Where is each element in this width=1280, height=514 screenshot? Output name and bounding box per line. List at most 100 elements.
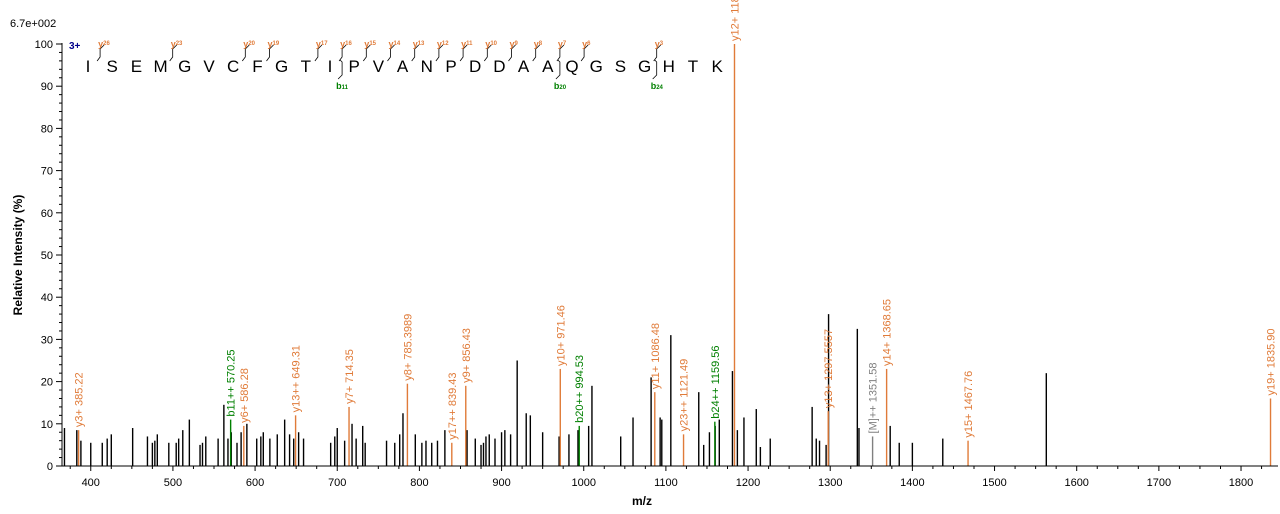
sequence-residue: F [252, 57, 262, 76]
y-fragment-label: y9 [510, 39, 519, 49]
y-fragment-marker [338, 44, 347, 62]
y-fragment-marker [435, 44, 444, 62]
x-tick-label: 500 [164, 477, 182, 489]
x-tick-label: 1700 [1147, 477, 1171, 489]
peak-annotation: y10+ 971.46 [555, 305, 567, 366]
x-tick-label: 900 [492, 477, 510, 489]
y-fragment-label: y16 [340, 39, 352, 49]
peak-annotation: b24++ 1159.56 [710, 345, 722, 418]
y-fragment-label: y3 [655, 39, 664, 49]
y-fragment-label: y10 [485, 39, 497, 49]
x-tick-label: 700 [328, 477, 346, 489]
x-tick-label: 1200 [736, 477, 760, 489]
b-fragment-marker [337, 59, 343, 80]
peak-annotation: [M]++ 1351.58 [868, 363, 880, 434]
peak-annotation: y8+ 785.3989 [402, 314, 414, 381]
peak-bars [63, 44, 1272, 466]
sequence-residue: P [445, 57, 456, 76]
x-tick-label: 1400 [900, 477, 924, 489]
x-tick-label: 1300 [818, 477, 842, 489]
peak-annotation: y17++ 839.43 [447, 372, 459, 439]
x-tick-label: 1500 [982, 477, 1006, 489]
y-tick-label: 20 [41, 377, 53, 389]
y-tick-label: 90 [41, 81, 53, 93]
peak-annotation: b11++ 570.25 [226, 349, 238, 416]
sequence-residue: I [86, 57, 91, 76]
sequence-residue: S [615, 57, 626, 76]
sequence-residue: A [542, 57, 554, 76]
peak-annotation: y14+ 1368.65 [882, 299, 894, 366]
y-fragment-label: y8 [534, 39, 543, 49]
sequence-residue: D [469, 57, 481, 76]
peak-annotation: y6+ 586.28 [239, 368, 251, 423]
y-tick-label: 40 [41, 292, 53, 304]
y-fragment-marker [387, 44, 395, 62]
y-axis-label: Relative Intensity (%) [11, 195, 25, 316]
sequence-residue: N [421, 57, 433, 76]
sequence-residue: V [373, 57, 385, 76]
y-fragment-label: y26 [98, 39, 110, 49]
peak-annotation: y11+ 1086.48 [650, 323, 662, 389]
axis-ticks: 400 500 600 700 800 900 1000 1100 1200 1300 1400 15… [35, 39, 1263, 489]
y-tick-label: 70 [41, 166, 53, 178]
peak-annotation: y3+ 385.22 [74, 372, 86, 427]
y-fragment-marker [266, 44, 274, 62]
y-fragment-marker [459, 44, 468, 62]
peak-annotation: y15+ 1467.76 [963, 371, 975, 438]
y-fragment-marker [241, 44, 250, 62]
peak-annotation: y13+ 1297.5557 [823, 329, 835, 408]
sequence-residue: G [275, 57, 288, 76]
y-fragment-label: y7 [558, 39, 567, 49]
x-tick-label: 400 [82, 477, 100, 489]
x-axis-label: m/z [632, 494, 652, 508]
sequence-residue: S [107, 57, 118, 76]
y-fragment-marker [653, 44, 661, 62]
x-tick-label: 1000 [571, 477, 595, 489]
sequence-residue: G [178, 57, 191, 76]
y-fragment-marker [483, 44, 492, 62]
y-fragment-label: y12 [437, 39, 449, 49]
sequence-residue: I [328, 57, 333, 76]
charge-state-label: 3+ [69, 41, 81, 52]
sequence-residue: C [227, 57, 239, 76]
x-tick-label: 800 [410, 477, 428, 489]
x-tick-label: 600 [246, 477, 264, 489]
y-fragment-marker [169, 44, 177, 62]
b-fragment-label: b24 [651, 81, 664, 91]
y-tick-label: 30 [41, 334, 53, 346]
sequence-residue: E [131, 57, 142, 76]
intensity-scale-label: 6.7e+002 [10, 18, 56, 30]
sequence-residue: T [301, 57, 311, 76]
y-fragment-marker [580, 44, 589, 62]
y-fragment-marker [532, 44, 540, 62]
sequence-residue: D [493, 57, 505, 76]
b-fragment-marker [652, 59, 658, 80]
y-fragment-marker [508, 44, 516, 62]
y-fragment-marker [362, 44, 371, 62]
y-fragment-marker [411, 44, 419, 62]
x-tick-label: 1600 [1064, 477, 1088, 489]
peak-annotation: y12+ 1183.5 [729, 0, 741, 41]
y-tick-label: 50 [41, 250, 53, 262]
y-fragment-label: y20 [243, 39, 255, 49]
y-fragment-label: y14 [389, 39, 401, 49]
peak-annotation: y7+ 714.35 [344, 349, 356, 404]
y-fragment-label: y13 [413, 39, 425, 49]
x-tick-label: 1800 [1229, 477, 1253, 489]
y-tick-label: 100 [35, 39, 53, 51]
peak-annotation: b20++ 994.53 [574, 355, 586, 423]
sequence-residue: P [349, 57, 360, 76]
sequence-residue: A [518, 57, 530, 76]
y-fragment-label: y19 [268, 39, 280, 49]
sequence-residue: T [688, 57, 698, 76]
sequence-residue: H [663, 57, 675, 76]
y-fragment-marker [556, 44, 565, 62]
b-fragment-marker [555, 59, 561, 80]
y-tick-label: 80 [41, 123, 53, 135]
sequence-residue: Q [565, 57, 578, 76]
sequence-residue: K [712, 57, 724, 76]
y-fragment-marker [96, 44, 105, 62]
y-fragment-label: y15 [364, 39, 376, 49]
